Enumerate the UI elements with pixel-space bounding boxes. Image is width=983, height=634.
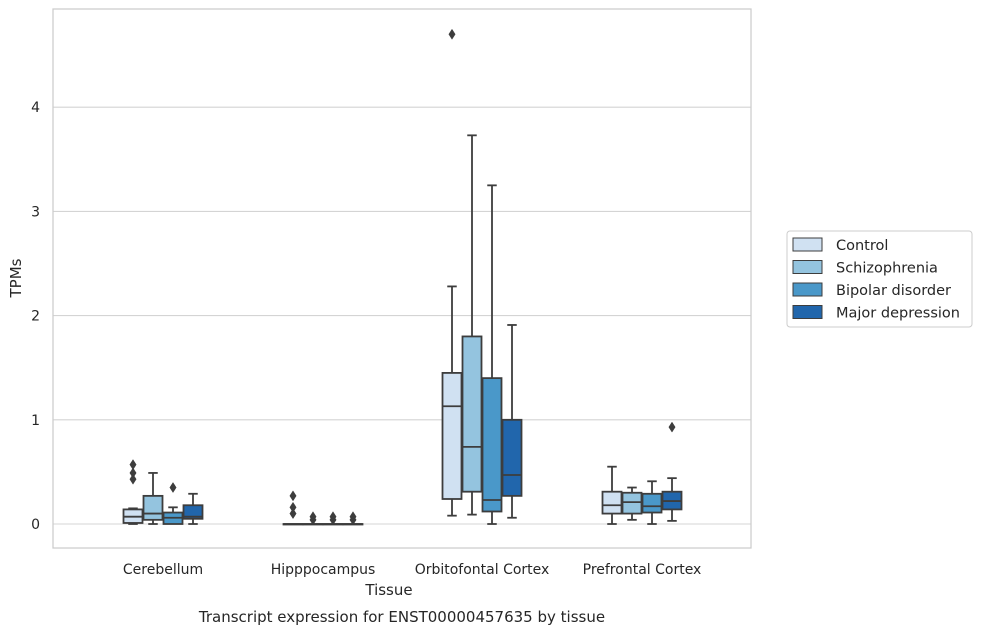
box-iqr <box>621 491 643 515</box>
box-3-2 <box>501 324 523 519</box>
box-2-1 <box>322 511 344 526</box>
boxes <box>122 28 683 526</box>
y-tick-label: 3 <box>31 204 40 220</box>
grid-lines <box>53 106 751 525</box>
x-axis-label: Tissue <box>364 581 412 599</box>
plot-frame <box>52 8 752 549</box>
box-0-0 <box>122 459 144 525</box>
box-iqr <box>142 494 164 521</box>
box-iqr <box>501 418 523 497</box>
box-iqr <box>182 504 204 520</box>
box-iqr <box>461 335 483 493</box>
outlier-point <box>349 511 357 523</box>
box-1-2 <box>461 134 483 516</box>
y-tick-label: 4 <box>31 100 40 116</box>
box-2-2 <box>481 184 503 525</box>
box-iqr <box>601 490 623 515</box>
x-tick-label: Prefrontal Cortex <box>583 562 702 578</box>
legend-swatch <box>792 237 823 252</box>
y-axis-label: TPMs <box>7 258 25 298</box>
box-iqr <box>441 372 463 500</box>
outlier-point <box>289 508 297 520</box>
legend-label: Schizophrenia <box>836 261 938 277</box>
box-3-3 <box>661 421 683 522</box>
box-0-1 <box>282 490 304 526</box>
legend-item: Schizophrenia <box>792 260 938 277</box>
box-iqr <box>641 492 663 514</box>
legend-swatch <box>792 260 823 274</box>
outlier-point <box>129 473 137 485</box>
outlier-point <box>668 421 676 433</box>
y-tick-label: 2 <box>31 309 40 325</box>
box-0-2 <box>441 28 463 517</box>
legend-items: Control Schizophrenia Bipolar disorder Majo… <box>792 237 960 322</box>
legend-frame <box>786 230 973 328</box>
outlier-point <box>329 511 337 523</box>
x-tick-label: Orbitofontal Cortex <box>415 562 550 578</box>
box-2-3 <box>641 480 663 525</box>
box-1-3 <box>621 486 643 521</box>
outlier-point <box>129 467 137 479</box>
box-0-3 <box>601 465 623 525</box>
outlier-point <box>448 28 456 40</box>
legend-swatch <box>792 282 823 297</box>
x-axis-ticks: Cerebellum Hipppocampus Orbitofontal Corte… <box>123 562 701 578</box>
legend-swatch <box>792 305 823 319</box>
legend-item: Control <box>792 237 888 254</box>
x-tick-label: Cerebellum <box>123 562 203 578</box>
chart-title: Transcript expression for ENST0000045763… <box>198 608 605 626</box>
legend-item: Major depression <box>792 305 960 322</box>
outlier-point <box>289 490 297 502</box>
box-1-0 <box>142 472 164 525</box>
outlier-point <box>129 459 137 471</box>
box-3-0 <box>182 492 204 525</box>
box-iqr <box>481 377 503 513</box>
outlier-point <box>309 511 317 523</box>
outlier-point <box>289 501 297 513</box>
box-3-1 <box>342 511 364 526</box>
outlier-point <box>169 482 177 493</box>
legend-item: Bipolar disorder <box>792 282 951 299</box>
legend-label: Major depression <box>836 306 960 322</box>
legend-label: Control <box>836 238 888 254</box>
y-tick-label: 1 <box>31 413 40 429</box>
x-tick-label: Hipppocampus <box>271 562 376 578</box>
y-axis-ticks: 0 1 2 3 4 <box>31 100 40 533</box>
box-2-0 <box>162 482 184 525</box>
legend: Control Schizophrenia Bipolar disorder Majo… <box>786 230 973 328</box>
legend-label: Bipolar disorder <box>836 283 951 299</box>
box-1-1 <box>302 511 324 526</box>
y-tick-label: 0 <box>31 517 40 533</box>
